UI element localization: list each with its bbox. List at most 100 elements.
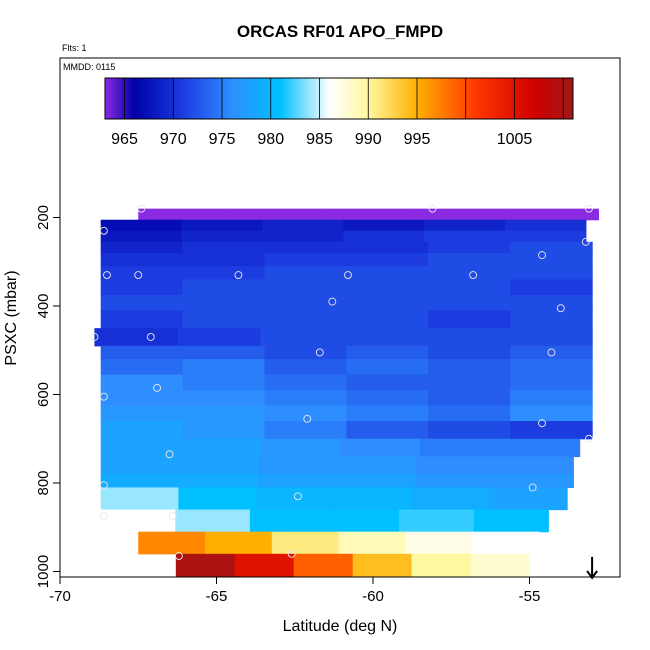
heatmap-cell [428,359,511,376]
heatmap-cell [182,345,266,360]
heatmap-cell [178,487,257,511]
heatmap-cell [264,374,347,391]
colorbar-tick-label: 995 [404,131,431,148]
colorbar-tick-labels: 965 970 975 980 985 990 995 1005 [111,131,532,148]
heatmap-cell [346,266,429,281]
sample-point [153,383,161,392]
heatmap-cell [352,553,413,577]
x-tick-label: -55 [519,588,541,605]
heatmap-cell [346,359,429,376]
colorbar-tick-label: 1005 [497,131,533,148]
heatmap-cell [100,252,184,267]
heatmap-cell [181,230,264,243]
heatmap-cell [100,345,184,360]
heatmap-cell [138,531,206,555]
heatmap-cell [428,266,511,281]
heatmap-cell [340,438,421,458]
heatmap-cell [428,421,511,440]
x-tick-label: -70 [49,588,71,605]
heatmap-cell [337,456,417,475]
sample-point [469,271,478,279]
y-axis: 200 400 600 800 1000 [35,205,60,588]
heatmap-cell [182,279,266,296]
heatmap-cell [510,241,593,254]
colorbar-tick-label: 990 [355,131,382,148]
heatmap-cell [100,390,184,407]
sample-point [528,483,537,492]
heatmap-cell [510,390,593,407]
heatmap-cell [175,509,251,533]
heatmap-cell [182,390,266,407]
heatmap-cell [100,438,182,458]
heatmap-cell [510,310,593,329]
heatmap-cell [181,219,264,232]
heatmap-cell [100,474,181,489]
y-tick-label: 200 [35,205,52,230]
heatmap-cell [510,374,593,391]
heatmap-cell [346,374,429,391]
heatmap-cell [428,241,511,254]
heatmap-cell [415,456,496,475]
sample-point [137,204,146,213]
heatmap-cell [182,294,266,312]
heatmap-cell [346,310,429,329]
heatmap-cell [346,279,429,296]
heatmap-cell [262,219,344,232]
heatmap-cell [264,390,347,407]
heatmap-cell [343,230,425,243]
heatmap-cell [346,390,429,407]
heatmap-cell [473,509,549,533]
heatmap-cell [264,421,347,440]
heatmap-cell [428,294,511,312]
heatmap-cell [94,328,178,347]
colorbar-frame [104,77,574,120]
heatmap-cell [100,230,183,243]
heatmap-cell [264,294,347,312]
heatmap-cell [230,208,323,221]
sample-point [134,271,143,279]
heatmap-cell [260,328,344,347]
heatmap-cell [494,474,574,489]
heatmap-cell [264,241,347,254]
heatmap-cell [182,266,266,281]
heatmap-cell [100,509,176,533]
sample-point [174,552,183,560]
colorbar-tick-label: 975 [209,131,236,148]
sample-point [165,450,174,459]
heatmap-cell [100,219,183,232]
sample-point [234,271,243,279]
sample-point [538,419,546,428]
sample-point [556,304,565,313]
sample-point [303,414,312,423]
heatmap-cell [411,553,472,577]
sample-point [581,237,590,246]
heatmap-cell [424,219,506,232]
heatmap-cell [472,531,540,555]
heatmap-cell [428,405,511,422]
x-tick-label: -60 [362,588,384,605]
heatmap-cell [258,456,338,475]
heatmap-cell [138,208,231,221]
chart-title: ORCAS RF01 APO_FMPD [237,22,443,41]
heatmap-cell [337,474,417,489]
heatmap-cell [346,345,429,360]
y-tick-label: 1000 [35,555,52,588]
heatmap-cell [182,405,266,422]
colorbar-segment-lines [104,78,574,119]
heatmap-cell [504,219,587,232]
heatmap-cell [260,438,341,458]
sample-point [146,333,155,341]
sample-point [585,434,593,443]
heatmap-cell [293,553,354,577]
heatmap-cell [504,230,587,243]
heatmap-cell [264,279,347,296]
heatmap-cell [179,474,259,489]
heatmap-cell [205,531,273,555]
heatmap-cell [346,421,429,440]
sample-point [99,481,108,490]
sample-point [547,348,556,357]
heatmap-cell [100,487,180,511]
sample-point [102,271,111,279]
sample-point [344,271,352,279]
heatmap-cell [182,359,266,376]
